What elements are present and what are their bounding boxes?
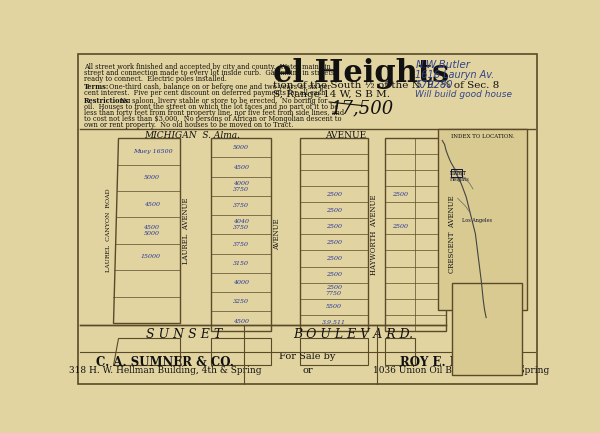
- Text: Terms:: Terms:: [84, 83, 110, 91]
- Text: S U N S E T: S U N S E T: [146, 328, 223, 341]
- Bar: [300, 138, 368, 331]
- Text: to cost not less than $3,000.  No persons of African or Mongolian descent to: to cost not less than $3,000. No persons…: [84, 115, 342, 123]
- Text: 3150: 3150: [233, 261, 249, 266]
- Text: For Sale by: For Sale by: [280, 352, 335, 361]
- Text: MICHIGAN  S. Alma.: MICHIGAN S. Alma.: [144, 131, 240, 140]
- Text: 4000: 4000: [233, 280, 249, 285]
- Text: or: or: [302, 366, 313, 375]
- Text: Restrictions:: Restrictions:: [84, 97, 132, 105]
- Text: 2500: 2500: [326, 192, 341, 197]
- Bar: [385, 339, 415, 365]
- Text: 2500: 2500: [326, 272, 341, 277]
- Text: own or rent property.  No old houses to be moved on to Tract.: own or rent property. No old houses to b…: [84, 121, 293, 129]
- Text: All street work finished and accepted by city and county.  Water mains in: All street work finished and accepted by…: [84, 63, 331, 71]
- Text: 4500: 4500: [144, 202, 160, 207]
- Text: 1616 Lauryn Av.: 1616 Lauryn Av.: [415, 70, 494, 80]
- Text: 5500: 5500: [326, 304, 341, 309]
- Text: AVENUE: AVENUE: [325, 131, 367, 140]
- Text: less than forty feet from front property line, nor five feet from side lines, an: less than forty feet from front property…: [84, 109, 344, 117]
- Text: 3750: 3750: [233, 242, 249, 246]
- Bar: [452, 283, 521, 375]
- Text: S, Range 14 W, S B M.: S, Range 14 W, S B M.: [273, 90, 390, 100]
- Text: LAUREL  CANYON  ROAD: LAUREL CANYON ROAD: [106, 189, 112, 272]
- Polygon shape: [113, 138, 179, 323]
- Text: tion of the South ½ of the N. E. ¼ of Sec. 8: tion of the South ½ of the N. E. ¼ of Se…: [273, 81, 499, 90]
- Text: el Heights: el Heights: [273, 58, 449, 89]
- Text: 1036 Union Oil Building, 7th & Spring: 1036 Union Oil Building, 7th & Spring: [373, 366, 550, 375]
- Text: B O U L E V A R D.: B O U L E V A R D.: [293, 328, 414, 341]
- Text: Laurel
Heights: Laurel Heights: [450, 171, 470, 182]
- Text: 15000: 15000: [141, 255, 161, 259]
- Text: N.W.Butler: N.W.Butler: [415, 60, 470, 70]
- Text: 3.9.511: 3.9.511: [322, 320, 346, 325]
- Text: HAYWORTH  AVENUE: HAYWORTH AVENUE: [370, 194, 378, 275]
- Text: 318 H. W. Hellman Building, 4th & Spring: 318 H. W. Hellman Building, 4th & Spring: [69, 366, 262, 375]
- Text: oil.  Houses to front the street on which the lot faces and no part of it to be: oil. Houses to front the street on which…: [84, 103, 338, 111]
- Text: Los Angeles: Los Angeles: [461, 217, 491, 223]
- Text: 579280: 579280: [415, 80, 453, 90]
- Bar: [300, 339, 368, 365]
- Text: 2500: 2500: [392, 224, 408, 229]
- Text: 3250: 3250: [233, 299, 249, 304]
- Polygon shape: [113, 339, 179, 365]
- Text: 2500: 2500: [326, 224, 341, 229]
- Text: No saloon, livery stable or store to be erected.  No boring for: No saloon, livery stable or store to be …: [119, 97, 327, 105]
- Text: 2500: 2500: [392, 192, 408, 197]
- Text: 2500: 2500: [326, 256, 341, 261]
- Text: LAUREL  AVENUE: LAUREL AVENUE: [182, 197, 190, 264]
- Text: 4500: 4500: [233, 319, 249, 323]
- Text: Will build good house: Will build good house: [415, 90, 512, 99]
- Text: 4040
3750: 4040 3750: [233, 220, 249, 230]
- Text: 5000: 5000: [233, 145, 249, 150]
- Text: street and connection made to every lot inside curb.  Gas mains in streets: street and connection made to every lot …: [84, 69, 335, 77]
- Text: Muey 16500: Muey 16500: [133, 149, 172, 154]
- Text: CRESCENT  AVENUE: CRESCENT AVENUE: [448, 196, 456, 273]
- Bar: [211, 138, 271, 331]
- Text: 2500: 2500: [326, 240, 341, 245]
- Bar: [211, 339, 271, 365]
- Bar: [451, 169, 461, 177]
- Text: 2500
7750: 2500 7750: [326, 285, 341, 296]
- Text: 4000
3750: 4000 3750: [233, 181, 249, 192]
- Text: AVENUE: AVENUE: [274, 219, 281, 250]
- Text: One-third cash, balance on or before one and two years at six per: One-third cash, balance on or before one…: [109, 83, 331, 91]
- Text: 3750: 3750: [233, 203, 249, 208]
- Bar: [439, 129, 527, 310]
- Text: 2500: 2500: [326, 208, 341, 213]
- Text: ROY E. NAFTZGER: ROY E. NAFTZGER: [400, 356, 523, 369]
- Text: cent interest.  Five per cent discount on deferred payments for all cash.: cent interest. Five per cent discount on…: [84, 89, 328, 97]
- Text: 5000: 5000: [144, 175, 160, 180]
- Text: C. A. SUMNER & CO.: C. A. SUMNER & CO.: [96, 356, 234, 369]
- Text: 17,500: 17,500: [331, 100, 394, 118]
- Text: INDEX TO LOCATION.: INDEX TO LOCATION.: [451, 133, 514, 139]
- Bar: [385, 138, 446, 331]
- Text: 4500
5000: 4500 5000: [143, 225, 160, 236]
- Text: ready to connect.  Electric poles installed.: ready to connect. Electric poles install…: [84, 75, 227, 83]
- Text: 4500: 4500: [233, 165, 249, 170]
